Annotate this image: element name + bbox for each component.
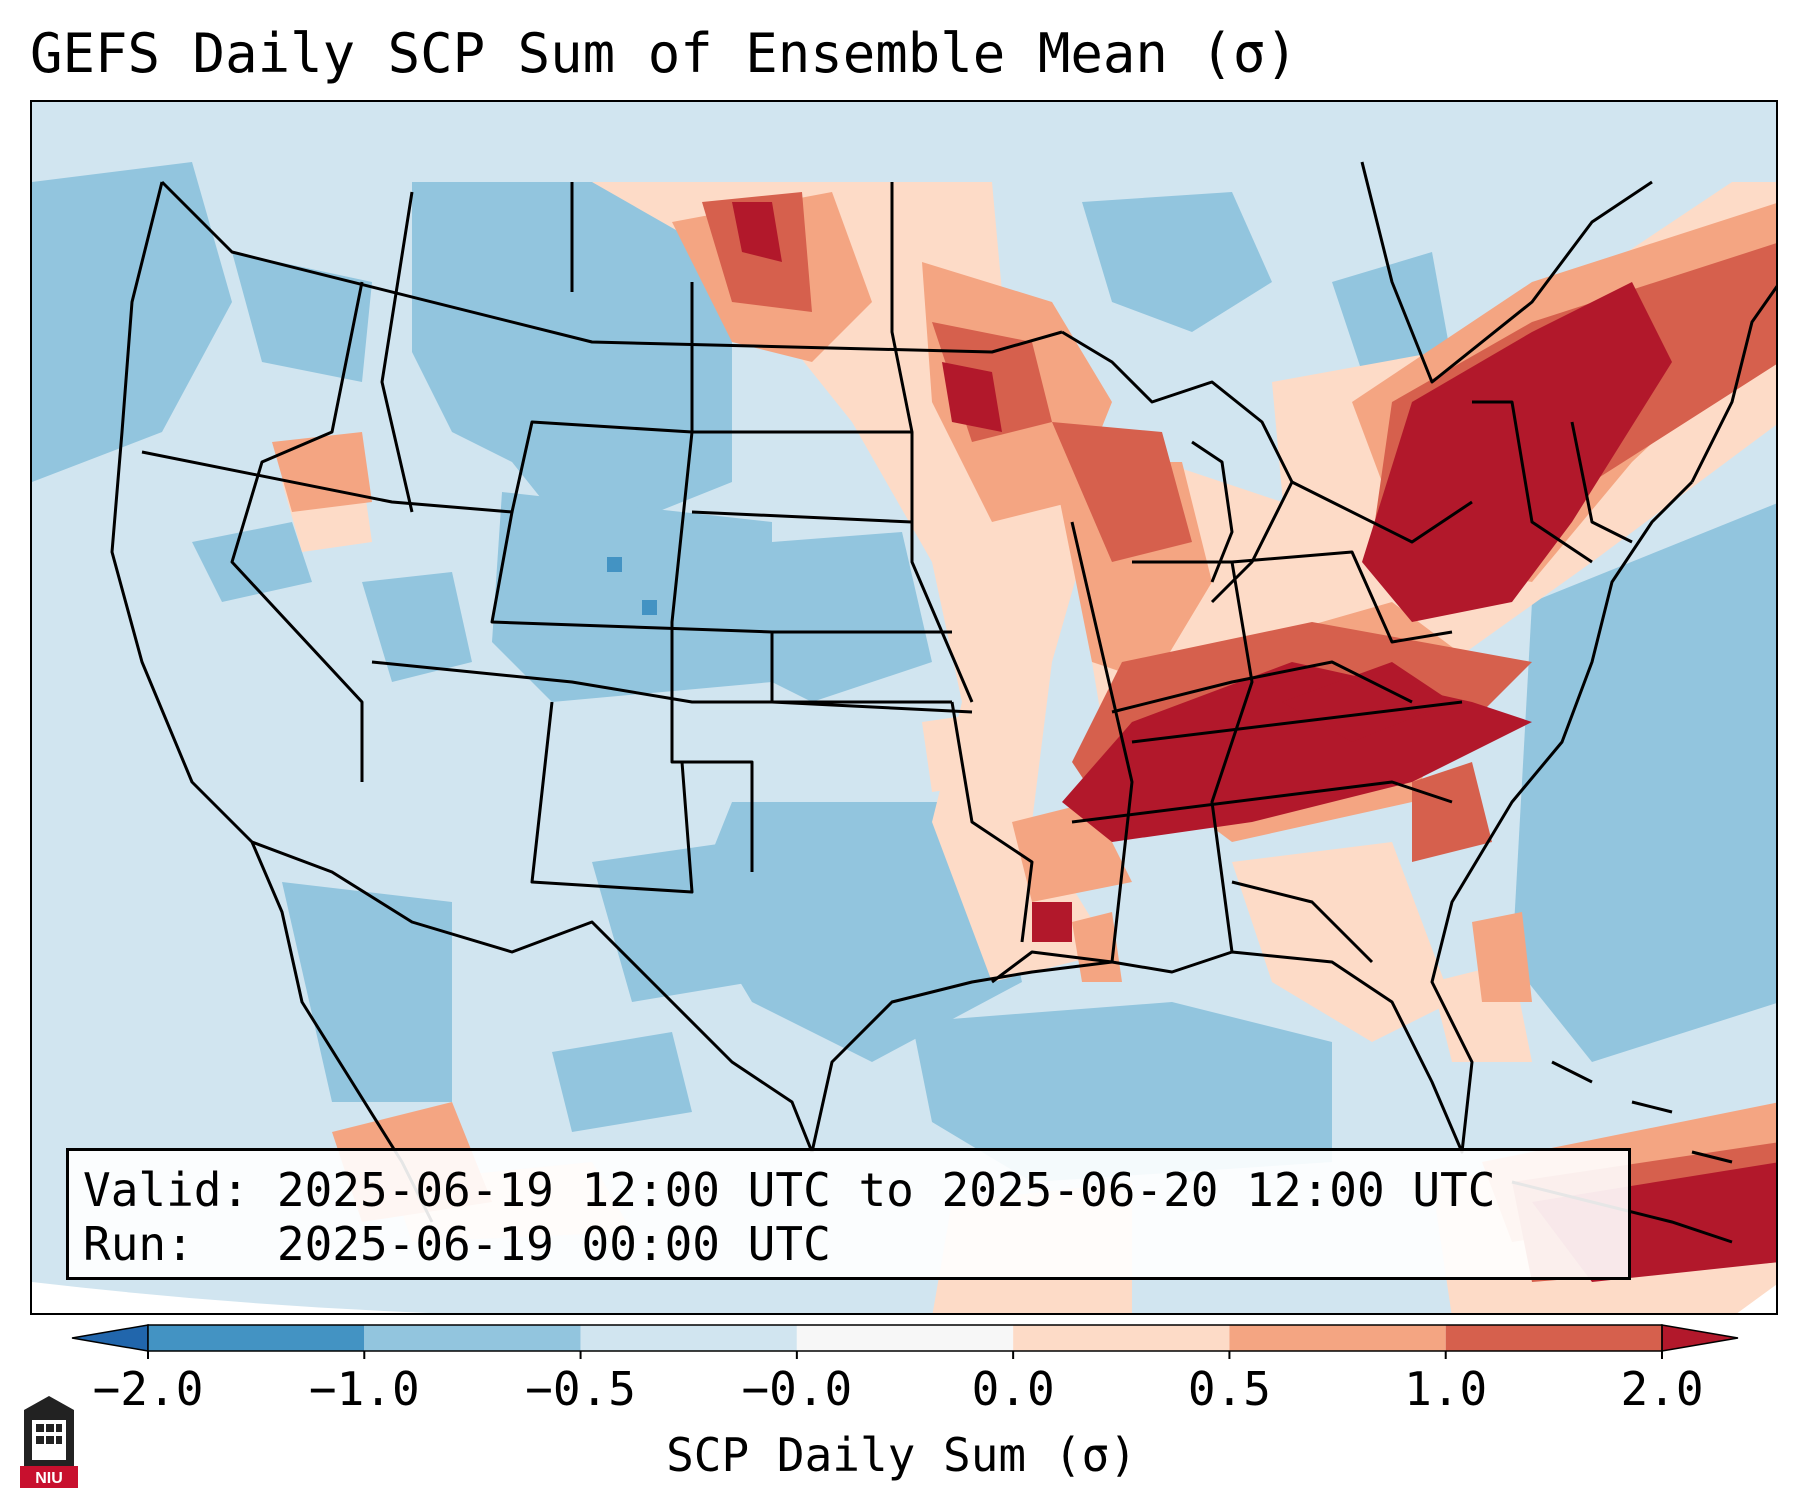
logo-text: NIU xyxy=(35,1470,63,1487)
domain-edge xyxy=(32,1282,430,1313)
colorbar-segment xyxy=(1013,1325,1230,1351)
colorbar xyxy=(71,1324,1739,1359)
colorbar-tick-label: 1.0 xyxy=(1404,1362,1488,1416)
colorbar-outline xyxy=(147,1324,1663,1352)
colorbar-tick-label: 2.0 xyxy=(1620,1362,1704,1416)
colorbar-segment xyxy=(148,1325,365,1351)
colorbar-extend-high xyxy=(1661,1324,1739,1352)
colorbar-segment xyxy=(1445,1325,1662,1351)
chart-title: GEFS Daily SCP Sum of Ensemble Mean (σ) xyxy=(30,22,1298,85)
negative-anomaly-areas xyxy=(32,162,1776,1182)
colorbar-tick-label: 0.0 xyxy=(971,1362,1055,1416)
run-label: Run: xyxy=(83,1217,194,1271)
colorbar-extend-low xyxy=(71,1324,149,1352)
map-canvas xyxy=(32,102,1776,1313)
valid-label: Valid: xyxy=(83,1163,250,1217)
colorbar-segment xyxy=(1229,1325,1446,1351)
colorbar-segment xyxy=(364,1325,581,1351)
colorbar-tick-label: −0.5 xyxy=(525,1362,636,1416)
colorbar-tick-label: −1.0 xyxy=(308,1362,420,1416)
colorbar-label: SCP Daily Sum (σ) xyxy=(666,1428,1137,1482)
map-panel xyxy=(30,100,1778,1315)
run-value: 2025-06-19 00:00 UTC xyxy=(276,1217,831,1271)
colorbar-tick-label: 0.5 xyxy=(1187,1362,1271,1416)
colorbar-segment xyxy=(580,1325,797,1351)
valid-run-info-box: Valid: 2025-06-19 12:00 UTC to 2025-06-2… xyxy=(66,1148,1631,1280)
valid-value: 2025-06-19 12:00 UTC to 2025-06-20 12:00… xyxy=(276,1163,1496,1217)
colorbar-segment xyxy=(796,1325,1014,1351)
colorbar-tick-label: −2.0 xyxy=(92,1362,204,1416)
boundaries xyxy=(110,161,1776,1223)
colorbar-tick-label: −0.0 xyxy=(741,1362,853,1416)
strong-negative-areas xyxy=(607,557,657,615)
niu-logo-icon: NIU xyxy=(20,1396,78,1488)
